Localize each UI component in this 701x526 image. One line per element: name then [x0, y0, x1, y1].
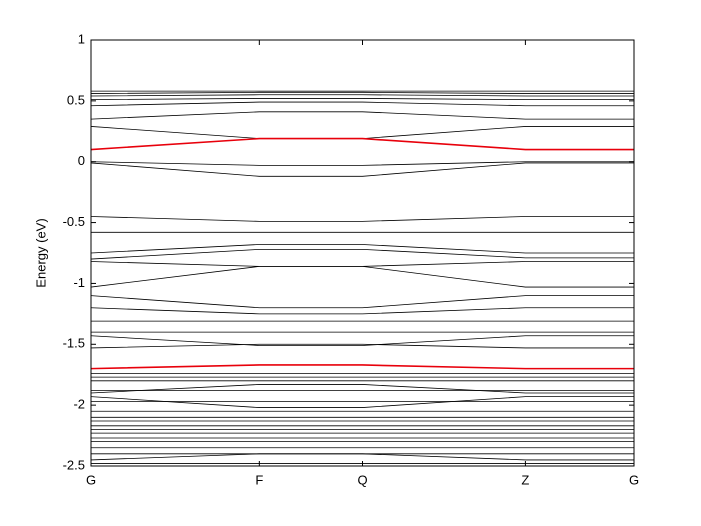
band-line: [90, 307, 634, 315]
band-line: [90, 343, 634, 349]
band-line: [90, 248, 634, 260]
x-tick-label: G: [629, 472, 639, 487]
y-tick-label: -1: [73, 275, 85, 290]
band-line: [90, 98, 634, 101]
band-line: [90, 335, 634, 346]
band-line: [90, 453, 634, 461]
y-tick-label: -0.5: [63, 214, 85, 229]
x-tick-label: Q: [357, 472, 367, 487]
y-tick-label: 0: [78, 153, 85, 168]
band-line: [90, 101, 634, 107]
y-tick-label: -2: [73, 397, 85, 412]
y-tick-label: 0.5: [67, 92, 85, 107]
band-line: [90, 364, 634, 370]
band-line: [90, 161, 634, 166]
y-tick-label: 1: [78, 31, 85, 46]
band-line: [90, 111, 634, 120]
y-tick-label: -1.5: [63, 336, 85, 351]
y-tick-label: -2.5: [63, 457, 85, 472]
x-tick-label: G: [86, 472, 96, 487]
band-line: [90, 91, 634, 94]
band-line: [90, 384, 634, 394]
band-line: [90, 137, 634, 151]
band-line: [90, 295, 634, 309]
band-line: [90, 126, 634, 139]
band-line: [90, 216, 634, 222]
band-line: [90, 396, 634, 408]
x-tick-label: Z: [521, 472, 529, 487]
band-line: [90, 265, 634, 288]
band-line: [90, 94, 634, 97]
y-axis-label: Energy (eV): [33, 218, 48, 287]
band-line: [90, 244, 634, 254]
x-tick-label: F: [255, 472, 263, 487]
band-line: [90, 261, 634, 267]
band-line: [90, 162, 634, 177]
